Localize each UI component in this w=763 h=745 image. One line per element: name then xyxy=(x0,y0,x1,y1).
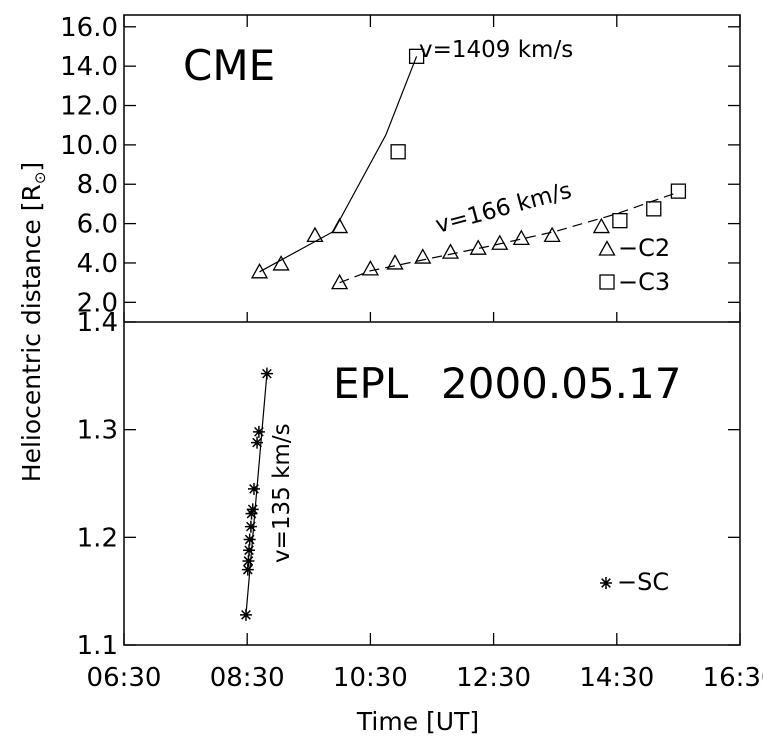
c2-point xyxy=(272,255,290,271)
c3-point xyxy=(612,213,628,229)
c3-point xyxy=(408,48,425,64)
c3-point xyxy=(390,144,406,160)
c3-point xyxy=(670,183,687,199)
c2-point xyxy=(414,248,432,264)
c2-point xyxy=(386,254,404,270)
c2-point xyxy=(491,234,509,250)
x-tick-label: 12:30 xyxy=(456,663,531,693)
legend-c2-marker xyxy=(598,240,616,256)
y-tick-label-top: 14.0 xyxy=(60,52,118,82)
x-tick-label: 16:30 xyxy=(703,663,763,693)
y-tick-label-top: 8.0 xyxy=(77,170,118,200)
y-tick-label-top: 16.0 xyxy=(60,13,118,43)
sc-point xyxy=(247,482,260,495)
y-tick-label-bottom: 1.3 xyxy=(77,416,118,446)
y-tick-label-bottom: 1.4 xyxy=(77,308,118,338)
c2-point xyxy=(330,217,349,234)
c2-point xyxy=(592,217,611,234)
cme-panel: 2.0 4.0 6.0 8.0 10.0 12.0 14.0 16.0 xyxy=(60,13,740,318)
sc-point xyxy=(239,608,252,621)
legend-c3-label: −C3 xyxy=(618,268,670,296)
y-axis-label: Heliocentric distance [R⊙] xyxy=(17,162,49,482)
y-tick-label-top: 6.0 xyxy=(77,210,118,240)
epl-annotation: v=135 km/s xyxy=(269,423,295,563)
y-axis-unit-sub: ⊙ xyxy=(31,172,49,185)
y-tick-label-bottom: 1.1 xyxy=(77,631,118,661)
x-tick-label: 06:30 xyxy=(87,663,162,693)
sc-point xyxy=(260,367,273,380)
x-tick-label: 08:30 xyxy=(210,663,285,693)
plot-frame xyxy=(123,14,741,646)
sc-point xyxy=(242,555,255,568)
epl-date: 2000.05.17 xyxy=(441,359,681,408)
x-axis-label: Time [UT] xyxy=(356,707,479,736)
sc-point xyxy=(243,544,256,557)
fast-cme-annotation: v=1409 km/s xyxy=(419,37,573,63)
c2-point xyxy=(330,273,349,290)
sc-point xyxy=(245,507,258,520)
c2-point xyxy=(250,262,269,279)
c2-point xyxy=(441,243,460,259)
y-tick-label-top: 12.0 xyxy=(60,92,118,122)
x-tick-label: 14:30 xyxy=(579,663,654,693)
sc-point xyxy=(246,503,259,516)
y-tick-label-bottom: 1.2 xyxy=(77,523,118,553)
c2-point xyxy=(543,226,561,243)
x-tick-label: 10:30 xyxy=(333,663,408,693)
plot-border xyxy=(123,14,741,646)
sc-point xyxy=(241,563,254,576)
y-axis-label-text: Heliocentric distance xyxy=(17,219,46,482)
sc-point xyxy=(244,520,257,533)
legend-sc-label: −SC xyxy=(617,568,669,596)
y-axis-unit: [R xyxy=(17,184,46,211)
c2-point xyxy=(512,229,530,246)
legend-sc-marker xyxy=(600,577,612,589)
sc-point xyxy=(251,436,264,449)
c2-point xyxy=(469,239,487,255)
x-axis: 06:30 08:30 10:30 12:30 14:30 16:30 xyxy=(87,15,763,693)
epl-panel: 1.1 1.2 1.3 1.4 xyxy=(77,308,740,661)
legend-c2-label: −C2 xyxy=(618,234,670,262)
sc-point xyxy=(252,425,265,438)
c3-point xyxy=(646,201,662,217)
epl-line-0 xyxy=(245,373,268,615)
series-line-1 xyxy=(339,191,679,284)
y-tick-label-top: 4.0 xyxy=(77,249,118,279)
c2-point xyxy=(306,226,324,243)
epl-title: EPL xyxy=(333,359,409,408)
c2-point xyxy=(361,260,380,276)
series-line-0 xyxy=(259,56,418,273)
y-axis-unit-close: ] xyxy=(17,162,46,172)
legend-c3-marker xyxy=(599,274,615,290)
sc-point xyxy=(243,533,256,546)
y-tick-label-top: 10.0 xyxy=(60,131,118,161)
y-tick-label-top: 2.0 xyxy=(77,288,118,318)
cme-title: CME xyxy=(183,41,275,90)
